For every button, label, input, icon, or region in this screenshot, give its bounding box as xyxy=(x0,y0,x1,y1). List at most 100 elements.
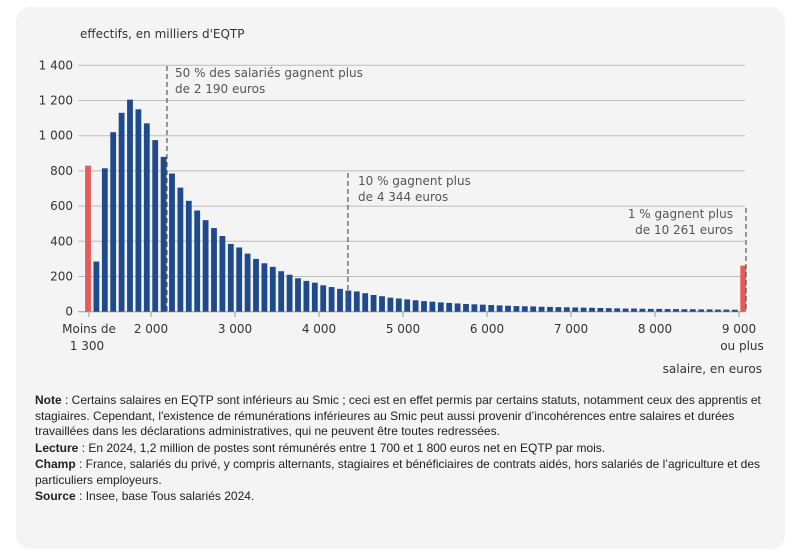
bar xyxy=(689,309,696,312)
bar xyxy=(597,308,604,312)
annotation-text: de 2 190 euros xyxy=(175,82,265,96)
bar xyxy=(639,308,646,312)
bar xyxy=(521,306,528,312)
bar xyxy=(110,132,117,312)
x-tick-label: 6 000 xyxy=(470,322,504,336)
bar xyxy=(286,274,293,312)
bar xyxy=(160,156,167,312)
bar xyxy=(505,305,511,312)
bar xyxy=(404,299,411,312)
annotation-text: 1 % gagnent plus xyxy=(628,207,733,221)
bar xyxy=(429,301,436,312)
bar xyxy=(93,261,100,312)
annotation-text: de 10 261 euros xyxy=(635,223,733,237)
bar xyxy=(227,243,234,312)
source-text: : Insee, base Tous salariés 2024. xyxy=(75,489,255,503)
x-tick-label: 7 000 xyxy=(554,322,588,336)
bar xyxy=(513,306,520,312)
bar xyxy=(169,173,175,312)
x-tick-label: 9 000 xyxy=(722,322,756,336)
bar xyxy=(563,307,570,312)
bar xyxy=(731,309,738,312)
bar xyxy=(177,187,184,312)
bar xyxy=(437,302,444,312)
bar xyxy=(681,309,688,312)
bar xyxy=(496,305,503,312)
x-tick-label: 5 000 xyxy=(386,322,420,336)
y-tick-label: 800 xyxy=(50,164,73,178)
bar xyxy=(244,253,251,312)
bar xyxy=(387,297,394,312)
bar xyxy=(572,307,579,312)
x-tick-label-line2: ou plus xyxy=(720,339,764,353)
note-paragraph: Note : Certains salaires en EQTP sont in… xyxy=(35,393,770,440)
source-paragraph: Source : Insee, base Tous salariés 2024. xyxy=(35,489,770,505)
y-tick-label: 0 xyxy=(65,305,73,319)
bar xyxy=(152,140,159,312)
bar xyxy=(538,306,545,312)
annotation-text: 10 % gagnent plus xyxy=(358,174,471,188)
bar xyxy=(118,112,125,312)
bar xyxy=(656,308,663,312)
bar xyxy=(127,99,133,312)
bar xyxy=(219,236,226,312)
bar-9000-or-more xyxy=(740,265,747,312)
bar xyxy=(362,293,369,312)
y-axis-label: effectifs, en milliers d'EQTP xyxy=(80,27,245,41)
bar xyxy=(328,287,335,312)
x-axis-label: salaire, en euros xyxy=(663,362,762,376)
bar xyxy=(446,302,453,312)
bar xyxy=(631,308,637,312)
bar xyxy=(202,220,209,312)
y-tick-label: 1 200 xyxy=(39,94,73,108)
bar-below-1300 xyxy=(85,165,91,312)
bar xyxy=(353,291,360,312)
notes-block: Note : Certains salaires en EQTP sont in… xyxy=(35,393,770,506)
y-tick-label: 1 400 xyxy=(39,58,73,72)
bar xyxy=(370,294,377,312)
annotation-text: de 4 344 euros xyxy=(358,190,448,204)
champ-paragraph: Champ : France, salariés du privé, y com… xyxy=(35,457,770,488)
source-label: Source xyxy=(35,489,76,503)
bar xyxy=(488,305,495,312)
bar xyxy=(580,307,587,312)
bar xyxy=(454,303,461,312)
bar xyxy=(589,307,595,312)
bar xyxy=(253,258,259,312)
bar xyxy=(320,285,327,312)
note-text: : Certains salaires en EQTP sont inférie… xyxy=(35,393,761,438)
x-tick-label: Moins de xyxy=(62,322,116,336)
bar xyxy=(664,309,671,312)
champ-label: Champ xyxy=(35,457,76,471)
bar xyxy=(471,304,478,312)
bar xyxy=(547,306,553,312)
bar xyxy=(673,309,679,312)
bar xyxy=(463,303,469,312)
bar xyxy=(311,282,318,312)
bar xyxy=(135,109,142,312)
bar xyxy=(261,263,268,312)
bar xyxy=(412,300,419,312)
bar xyxy=(194,210,201,312)
bar xyxy=(647,308,654,312)
bar xyxy=(614,308,621,312)
bar xyxy=(185,200,192,312)
bar xyxy=(723,309,730,312)
champ-text: : France, salariés du privé, y compris a… xyxy=(35,457,760,487)
bar xyxy=(530,306,537,312)
bar xyxy=(211,228,217,312)
note-label: Note xyxy=(35,393,62,407)
x-tick-label: 3 000 xyxy=(218,322,252,336)
lecture-text: : En 2024, 1,2 million de postes sont ré… xyxy=(78,440,606,455)
x-tick-label-line2: 1 300 xyxy=(70,339,104,353)
bar xyxy=(421,301,427,312)
lecture-label: Lecture xyxy=(35,440,79,455)
x-tick-label: 4 000 xyxy=(302,322,336,336)
bar xyxy=(236,247,243,312)
bar xyxy=(269,266,276,312)
bar xyxy=(303,280,310,312)
x-tick-label: 2 000 xyxy=(134,322,168,336)
y-tick-label: 400 xyxy=(50,234,73,248)
bar xyxy=(479,304,486,312)
bar xyxy=(715,309,721,312)
